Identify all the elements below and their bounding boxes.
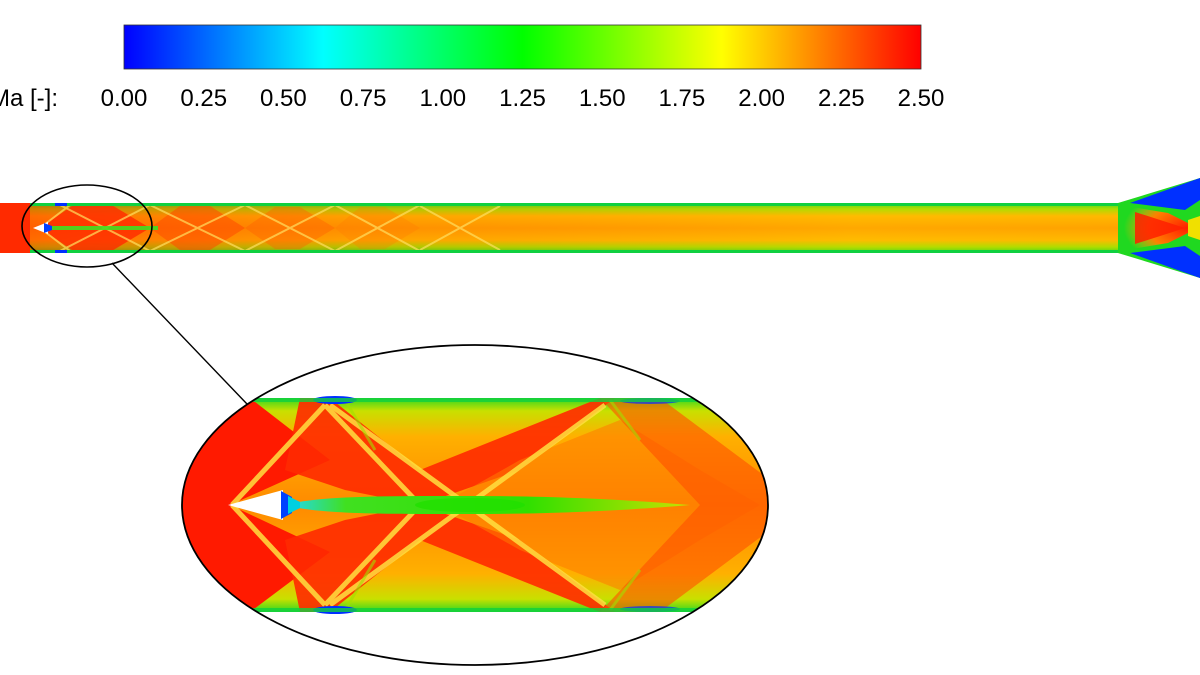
colorbar-tick-label: 1.50 [579, 85, 626, 112]
colorbar-tick-label: 0.00 [101, 85, 148, 112]
zoom-ellipse-outline [181, 344, 769, 666]
zoom-region-marker [21, 184, 153, 268]
colorbar-tick-label: 1.25 [499, 85, 546, 112]
colorbar-tick-label: 1.75 [659, 85, 706, 112]
colorbar [123, 24, 922, 70]
colorbar-tick-label: 0.25 [180, 85, 227, 112]
colorbar-tick-label: 2.25 [818, 85, 865, 112]
zoomed-contour-detail [182, 345, 768, 665]
colorbar-tick-label: 2.00 [738, 85, 785, 112]
colorbar-tick-label: 0.50 [260, 85, 307, 112]
colorbar-label: Ma [-]: [0, 85, 58, 112]
zoom-connector-line [111, 262, 248, 405]
nozzle-exit-contour [1118, 178, 1200, 278]
colorbar-tick-labels: 0.00 0.25 0.50 0.75 1.00 1.25 1.50 1.75 2.00 2.25… [101, 85, 945, 112]
colorbar-tick-label: 0.75 [340, 85, 387, 112]
colorbar-tick-label: 2.50 [898, 85, 945, 112]
colorbar-tick-label: 1.00 [419, 85, 466, 112]
channel-contour [0, 203, 1125, 253]
